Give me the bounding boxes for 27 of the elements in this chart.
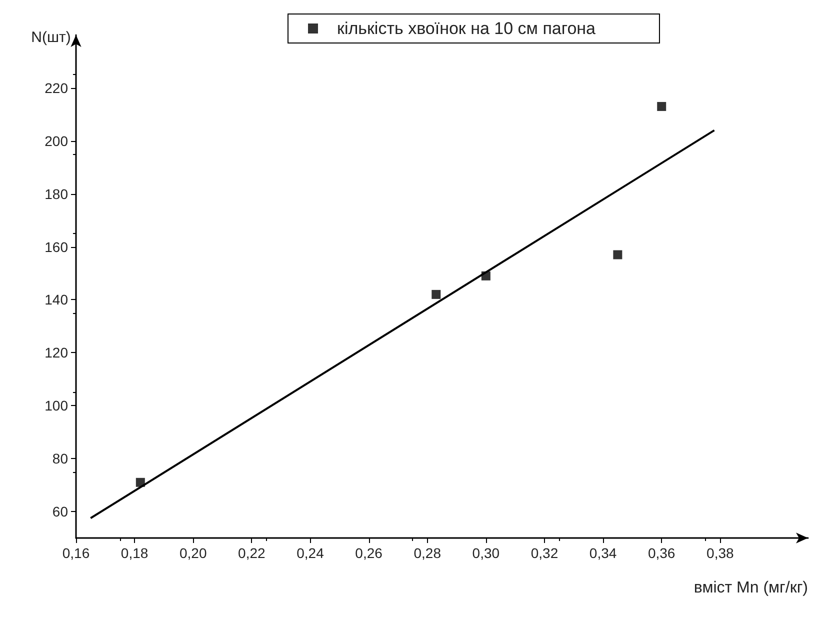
y-tick-label: 100 (44, 398, 68, 414)
x-tick-label: 0,22 (238, 545, 266, 561)
x-tick-label: 0,32 (530, 545, 558, 561)
x-axis-title: вміст Mn (мг/кг) (694, 580, 808, 596)
y-tick-label: 160 (44, 238, 68, 255)
x-tick-label: 0,34 (589, 545, 617, 561)
x-tick-label: 0,16 (62, 545, 90, 561)
y-tick-label: 180 (44, 186, 68, 202)
point (432, 290, 441, 299)
point (613, 250, 622, 260)
point (657, 102, 666, 111)
y-tick-label: 220 (44, 80, 68, 96)
y-tick-label: 60 (52, 504, 68, 520)
x-tick-label: 0,20 (179, 545, 207, 561)
y-tick-label: 80 (52, 450, 68, 467)
x-tick-label: 0,38 (706, 545, 734, 561)
y-axis-title: N(шт) (31, 29, 71, 46)
y-tick-label: 200 (44, 132, 68, 149)
x-tick-label: 0,30 (472, 545, 500, 561)
x-tick-label: 0,26 (355, 545, 383, 561)
x-tick-label: 0,24 (296, 545, 324, 561)
legend-label: кількість хвоїнок на 10 см пагона (337, 19, 596, 38)
y-tick-label: 140 (44, 292, 68, 308)
x-tick-label: 0,18 (120, 545, 148, 561)
x-tick-label: 0,28 (414, 545, 442, 561)
y-tick-label: 120 (44, 344, 68, 361)
x-tick-label: 0,36 (648, 545, 676, 561)
